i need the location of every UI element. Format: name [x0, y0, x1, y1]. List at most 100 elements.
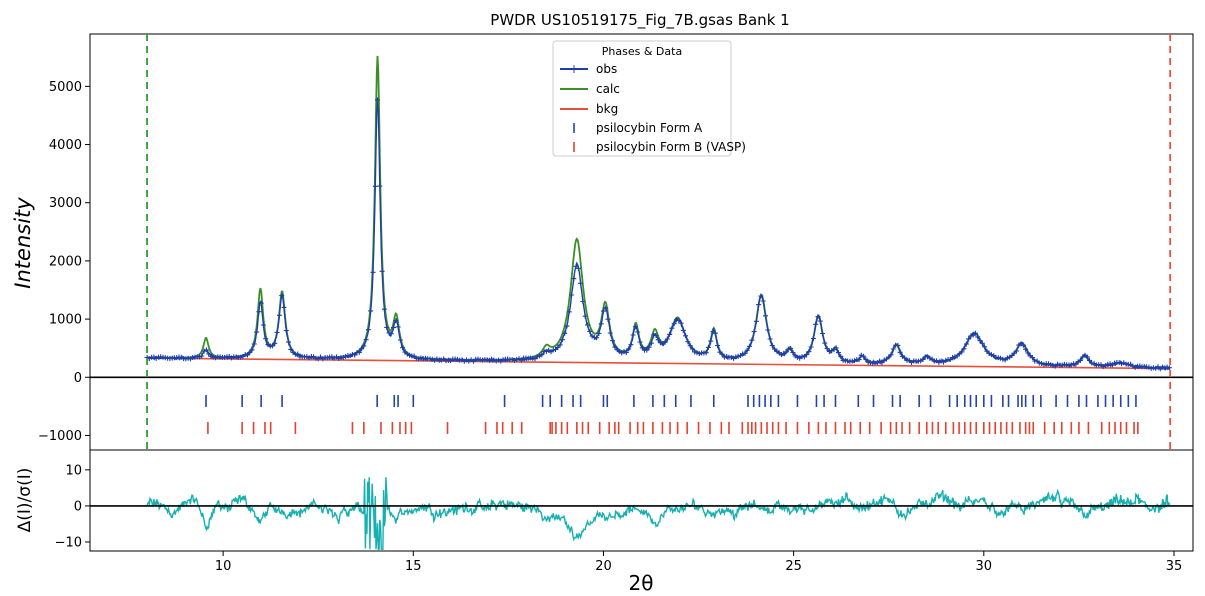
- obs-point: [959, 349, 965, 355]
- obs-point: [630, 332, 636, 338]
- obs-point: [598, 321, 604, 327]
- obs-point: [783, 349, 789, 355]
- obs-point: [719, 351, 725, 357]
- obs-markers: [144, 97, 1172, 372]
- obs-point: [391, 325, 396, 331]
- obs-point: [340, 355, 346, 360]
- obs-point: [610, 338, 616, 344]
- obs-point: [751, 329, 757, 335]
- obs-point: [705, 344, 711, 350]
- obs-point: [251, 341, 257, 347]
- obs-point: [274, 329, 280, 335]
- obs-point: [747, 343, 752, 349]
- obs-point: [836, 350, 841, 356]
- obs-point: [815, 314, 821, 320]
- obs-point: [968, 333, 974, 339]
- obs-point: [749, 337, 755, 343]
- obs-point: [429, 356, 435, 362]
- legend-formA-label: psilocybin Form A: [596, 121, 703, 135]
- chart-title: PWDR US10519175_Fig_7B.gsas Bank 1: [490, 11, 789, 30]
- obs-point: [972, 330, 978, 336]
- y-tick-label: 2000: [49, 254, 82, 269]
- obs-point: [961, 346, 967, 352]
- obs-point: [628, 342, 634, 348]
- obs-point: [824, 346, 830, 351]
- obs-point: [256, 309, 262, 315]
- obs-point: [655, 337, 661, 343]
- residual-y-tick-label: 10: [65, 463, 82, 478]
- obs-point: [1023, 346, 1029, 352]
- obs-point: [229, 355, 234, 361]
- obs-point: [790, 350, 796, 355]
- obs-point: [377, 183, 383, 189]
- obs-point: [372, 183, 378, 189]
- obs-point: [943, 357, 949, 363]
- obs-point: [254, 329, 260, 335]
- obs-point: [343, 354, 349, 359]
- obs-point: [1055, 361, 1061, 367]
- obs-point: [454, 356, 460, 362]
- obs-point: [838, 353, 844, 359]
- obs-point: [1041, 362, 1047, 368]
- obs-point: [856, 357, 862, 363]
- obs-point: [361, 343, 367, 349]
- obs-point: [788, 345, 794, 351]
- obs-point: [676, 318, 682, 323]
- obs-point: [683, 333, 689, 339]
- obs-point: [543, 348, 549, 354]
- obs-point: [988, 352, 994, 358]
- obs-point: [952, 354, 958, 360]
- obs-point: [416, 356, 422, 362]
- obs-point: [381, 306, 387, 312]
- obs-point: [603, 305, 609, 311]
- legend: Phases & Data + obs calc bkg psilocybin …: [552, 40, 746, 157]
- obs-point: [685, 339, 691, 345]
- obs-point: [742, 351, 748, 356]
- residual-line: [146, 477, 1171, 550]
- obs-point: [646, 344, 652, 350]
- obs-point: [621, 349, 627, 355]
- obs-point: [895, 342, 901, 348]
- obs-point: [902, 355, 908, 361]
- residual-plot: −10 0 10: [55, 449, 1194, 552]
- obs-point: [393, 318, 399, 324]
- obs-point: [975, 334, 981, 340]
- obs-point: [888, 352, 894, 358]
- obs-point: [671, 321, 677, 327]
- obs-point: [1039, 361, 1045, 366]
- obs-point: [897, 349, 903, 355]
- obs-point: [1160, 364, 1166, 370]
- obs-point: [557, 342, 563, 348]
- obs-point: [861, 353, 867, 359]
- obs-point: [534, 354, 540, 360]
- obs-point: [694, 350, 700, 356]
- obs-point: [669, 325, 675, 331]
- obs-point: [295, 351, 301, 357]
- x-tick-label: 10: [215, 559, 232, 574]
- obs-point: [801, 354, 807, 360]
- obs-point: [569, 292, 574, 298]
- obs-point: [388, 331, 394, 337]
- obs-point: [623, 350, 629, 355]
- obs-point: [605, 316, 611, 322]
- obs-point: [632, 324, 638, 330]
- obs-point: [678, 320, 684, 326]
- obs-point: [708, 338, 714, 344]
- obs-point: [822, 340, 828, 346]
- obs-point: [276, 312, 282, 318]
- obs-point: [514, 357, 520, 362]
- obs-point: [703, 350, 709, 356]
- obs-point: [1087, 357, 1092, 363]
- legend-box: [552, 40, 732, 157]
- obs-point: [1112, 360, 1118, 366]
- obs-point: [283, 328, 289, 333]
- obs-point: [950, 355, 956, 360]
- obs-point: [336, 356, 342, 361]
- obs-point: [858, 352, 864, 358]
- obs-point: [375, 97, 380, 103]
- obs-point: [1084, 354, 1090, 360]
- x-tick-label: 15: [405, 559, 422, 574]
- x-tick-label: 20: [595, 559, 612, 574]
- obs-point: [692, 349, 698, 355]
- obs-point: [1014, 348, 1019, 354]
